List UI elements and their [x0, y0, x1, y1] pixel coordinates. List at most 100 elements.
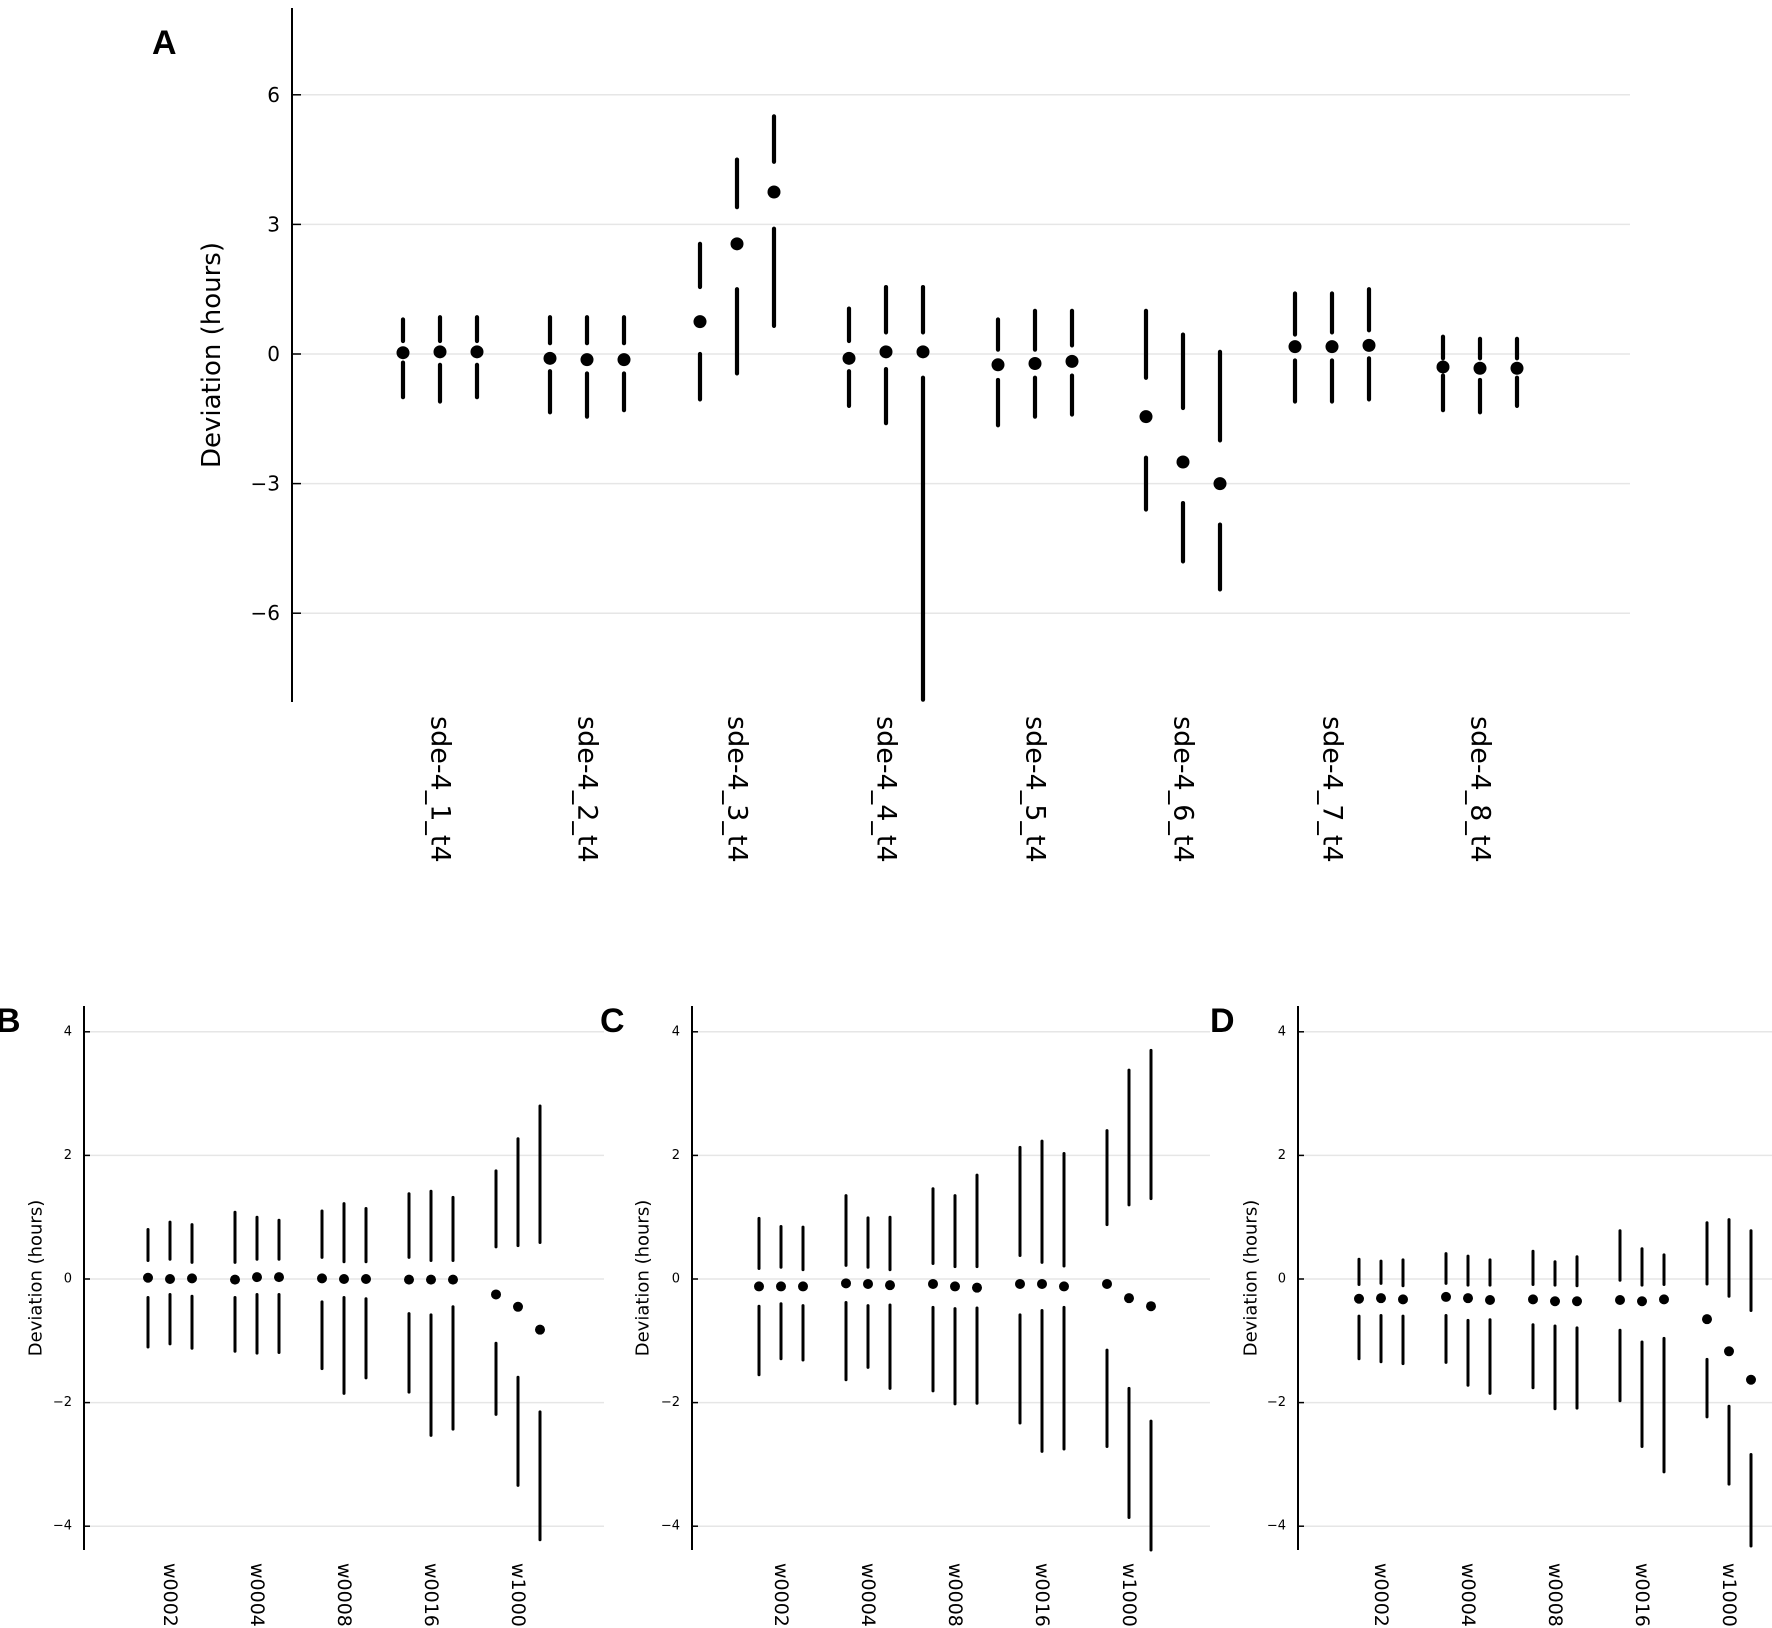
x-category-label: w0016 — [1031, 1563, 1053, 1627]
x-category-label: w0002 — [770, 1563, 792, 1627]
data-point — [1059, 1281, 1069, 1292]
category-group — [1354, 1257, 1408, 1366]
data-point — [1065, 354, 1079, 368]
y-tick-label: 0 — [672, 1272, 680, 1287]
y-tick-label: 0 — [64, 1272, 72, 1287]
x-category-label: w0004 — [1457, 1563, 1479, 1627]
data-point — [1510, 361, 1524, 375]
data-point — [693, 315, 707, 329]
data-point — [543, 351, 557, 365]
y-tick-label: −2 — [53, 1395, 72, 1410]
y-tick-label: −4 — [661, 1519, 680, 1534]
data-point — [274, 1272, 284, 1283]
data-point — [991, 358, 1005, 372]
data-point — [798, 1281, 808, 1292]
data-point — [580, 353, 594, 367]
x-category-label: w0004 — [246, 1563, 268, 1627]
category-group — [404, 1189, 458, 1437]
category-group — [396, 315, 484, 404]
x-category-label: w0004 — [857, 1563, 879, 1627]
data-point — [754, 1281, 764, 1292]
data-point — [863, 1278, 873, 1289]
category-group — [754, 1216, 808, 1377]
data-point — [1213, 477, 1227, 491]
data-point — [317, 1273, 327, 1284]
data-point — [339, 1274, 349, 1284]
data-point — [1724, 1346, 1734, 1357]
data-point — [1485, 1295, 1495, 1306]
data-point — [1015, 1278, 1025, 1289]
data-point — [187, 1273, 197, 1284]
data-point — [491, 1289, 501, 1300]
y-tick-label: 4 — [64, 1024, 72, 1039]
y-axis-label: Deviation (hours) — [26, 1200, 47, 1356]
panel-letter: B — [0, 1002, 21, 1040]
data-point — [361, 1274, 371, 1284]
x-category-label: w1000 — [1118, 1563, 1140, 1627]
data-point — [1550, 1296, 1560, 1307]
y-tick-label: 2 — [1278, 1148, 1286, 1163]
data-point — [230, 1274, 240, 1285]
x-category-label: sde-4_1_t4 — [425, 716, 456, 863]
category-group — [1702, 1218, 1756, 1548]
x-category-label: w0002 — [1370, 1563, 1392, 1627]
x-category-label: sde-4_5_t4 — [1020, 716, 1051, 863]
data-point — [617, 353, 631, 367]
panel-c: C 4 2 0 −2 −4 Deviation (hours) w0002 w0004 w0008… — [600, 1002, 1210, 1627]
y-tick-label: 0 — [1278, 1272, 1286, 1287]
category-group — [143, 1220, 197, 1350]
x-category-label: sde-4_8_t4 — [1465, 716, 1496, 863]
y-tick-label: −3 — [251, 472, 280, 496]
y-tick-label: 3 — [267, 212, 280, 236]
y-tick-label: 0 — [267, 342, 280, 366]
x-category-label: w1000 — [507, 1563, 529, 1627]
panel-letter: D — [1210, 1002, 1235, 1040]
category-group — [842, 284, 930, 702]
category-group — [841, 1194, 895, 1390]
data-point — [433, 345, 447, 359]
data-point — [730, 237, 744, 251]
data-point — [1702, 1314, 1712, 1325]
data-point — [1376, 1293, 1386, 1304]
category-group — [1615, 1229, 1669, 1474]
data-point — [885, 1280, 895, 1291]
category-group — [991, 308, 1079, 428]
category-group — [1102, 1048, 1156, 1552]
category-group — [1436, 334, 1524, 415]
data-point — [1354, 1293, 1364, 1304]
panel-b: B 4 2 0 −2 −4 Deviation (hours) w0002 w0004 w0008… — [0, 1002, 604, 1627]
category-group — [1139, 308, 1227, 592]
data-point — [879, 345, 893, 359]
data-point — [1436, 360, 1450, 374]
data-point — [1028, 357, 1042, 371]
data-point — [1139, 410, 1153, 424]
data-point — [1572, 1296, 1582, 1307]
x-category-label: w0008 — [944, 1563, 966, 1627]
data-point — [842, 351, 856, 365]
category-group — [491, 1104, 545, 1542]
data-point — [1176, 455, 1190, 469]
y-tick-label: 4 — [672, 1024, 680, 1039]
data-point — [1362, 338, 1376, 352]
data-point — [448, 1274, 458, 1285]
data-point — [1124, 1293, 1134, 1304]
y-axis-label: Deviation (hours) — [197, 242, 227, 468]
y-tick-label: 4 — [1278, 1024, 1286, 1039]
data-point — [1746, 1374, 1756, 1385]
y-tick-label: −4 — [53, 1519, 72, 1534]
data-point — [841, 1278, 851, 1289]
y-tick-label: 2 — [64, 1148, 72, 1163]
data-point — [1473, 361, 1487, 375]
panel-a: A 6 3 0 −3 −6 Deviation (hours) sde-4_1_t4 sde-4… — [152, 8, 1630, 863]
panel-d: D 4 2 0 −2 −4 Deviation (hours) w0002 w0004 w0008… — [1210, 1002, 1772, 1627]
panel-letter: C — [600, 1002, 625, 1040]
category-group — [928, 1173, 982, 1406]
y-tick-label: −2 — [661, 1395, 680, 1410]
y-tick-label: 2 — [672, 1148, 680, 1163]
data-point — [928, 1278, 938, 1289]
data-point — [513, 1301, 523, 1312]
data-point — [1528, 1294, 1538, 1305]
y-axis-label: Deviation (hours) — [1241, 1200, 1262, 1356]
x-category-label: sde-4_3_t4 — [722, 716, 753, 863]
